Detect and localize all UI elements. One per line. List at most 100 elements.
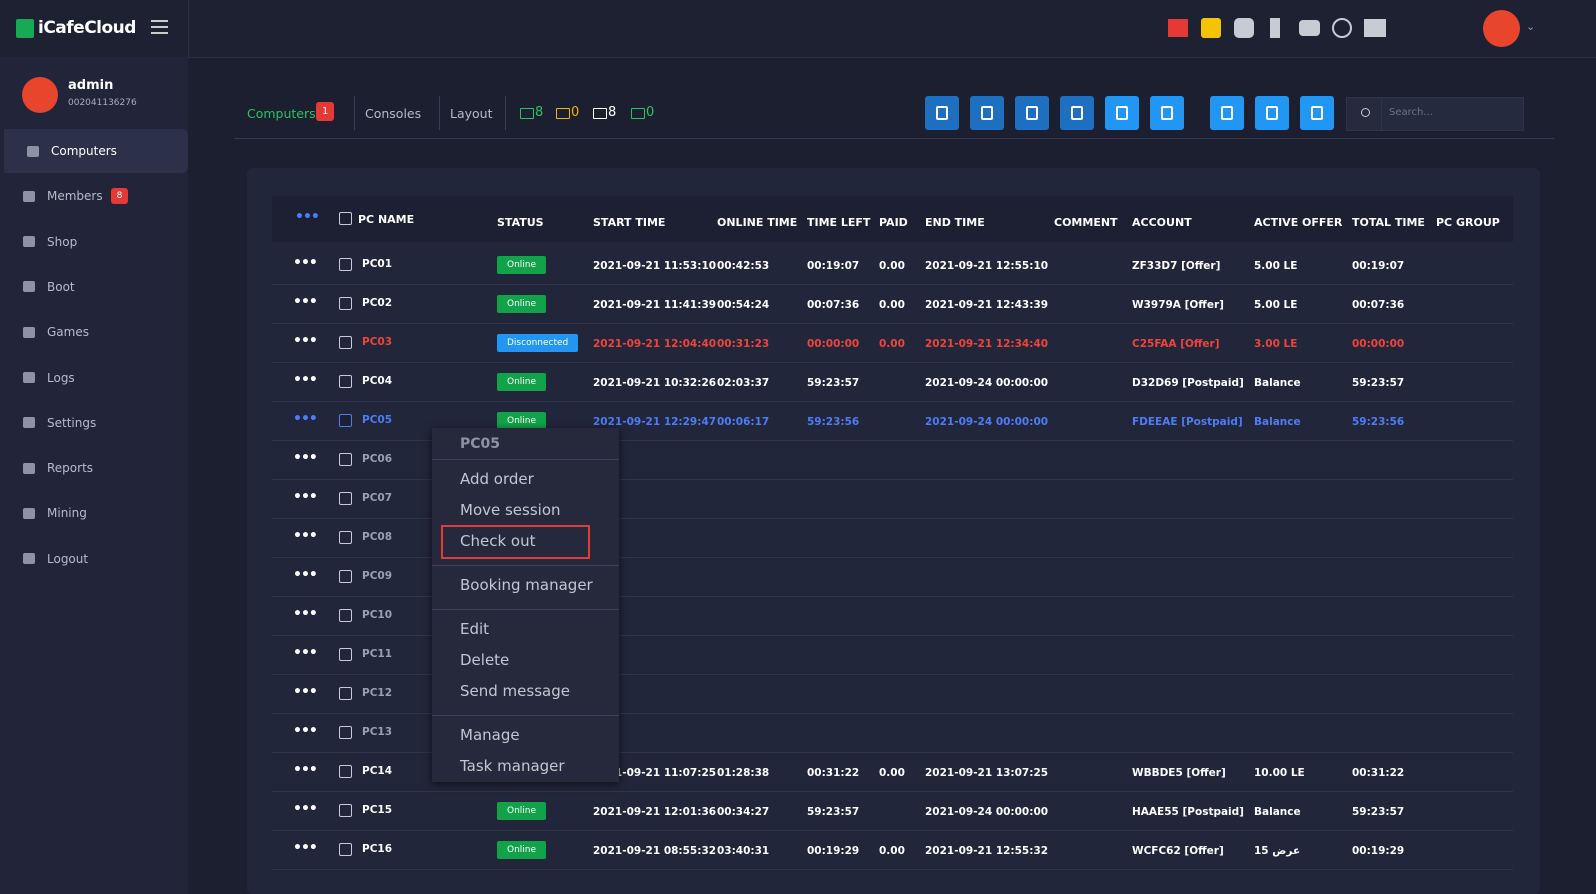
tab[interactable]: Consoles — [365, 106, 422, 121]
rank-icon[interactable] — [1168, 19, 1188, 37]
row-checkbox[interactable] — [339, 258, 352, 271]
row-actions[interactable]: ••• — [293, 411, 318, 427]
pc-name: PC12 — [362, 687, 393, 699]
row-checkbox[interactable] — [339, 804, 352, 817]
row-actions[interactable]: ••• — [293, 645, 318, 661]
menu-item[interactable]: Manage — [460, 726, 520, 744]
toolbar-icon — [1026, 106, 1038, 120]
row-actions[interactable]: ••• — [293, 723, 318, 739]
toolbar-button[interactable] — [1150, 96, 1184, 130]
menu-item[interactable]: Delete — [460, 651, 510, 669]
tab[interactable]: Computers — [247, 106, 316, 121]
dots[interactable]: ••• — [295, 209, 320, 225]
column-header: START TIME — [593, 216, 666, 229]
row-checkbox[interactable] — [339, 609, 352, 622]
sidebar-item[interactable]: Boot — [0, 265, 188, 309]
sidebar-item[interactable]: Games — [0, 310, 188, 354]
avatar[interactable] — [1483, 10, 1520, 47]
row-actions[interactable]: ••• — [293, 840, 318, 856]
menu-item[interactable]: Edit — [460, 620, 490, 638]
sidebar-label: Mining — [47, 506, 87, 521]
cell: 2021-09-21 13:07:25 — [925, 767, 1049, 779]
menu-item[interactable]: Move session — [460, 501, 561, 519]
toolbar-button[interactable] — [970, 96, 1004, 130]
toolbar-button[interactable] — [1060, 96, 1094, 130]
menu-item[interactable]: Task manager — [460, 757, 565, 775]
sidebar-item[interactable]: Logout — [0, 537, 188, 581]
pc-name: PC05 — [362, 414, 393, 426]
cell: WBBDE5 [Offer] — [1132, 767, 1226, 779]
row-actions[interactable]: ••• — [293, 528, 318, 544]
toolbar-button[interactable] — [925, 96, 959, 130]
chevron[interactable]: ⌄ — [1526, 20, 1536, 33]
row-checkbox[interactable] — [339, 453, 352, 466]
row-actions[interactable]: ••• — [293, 372, 318, 388]
cell: 2021-09-21 11:07:25 — [593, 767, 717, 779]
docs-icon[interactable] — [1364, 19, 1386, 37]
row-actions[interactable]: ••• — [293, 606, 318, 622]
cell: 00:31:22 — [807, 767, 860, 779]
row-checkbox[interactable] — [339, 414, 352, 427]
toolbar-button[interactable] — [1210, 96, 1244, 130]
row-checkbox[interactable] — [339, 570, 352, 583]
toolbar-button[interactable] — [1015, 96, 1049, 130]
web-icon[interactable] — [1332, 18, 1352, 38]
row-checkbox[interactable] — [339, 843, 352, 856]
cell: 00:31:22 — [1352, 767, 1405, 779]
sidebar-icon — [23, 372, 35, 383]
search-box[interactable]: Search... — [1346, 97, 1524, 131]
sidebar-item[interactable]: Computers — [4, 129, 188, 173]
cell: 0.00 — [879, 260, 905, 272]
row-checkbox[interactable] — [339, 726, 352, 739]
checkbox[interactable] — [339, 212, 352, 225]
sidebar-item[interactable]: Logs — [0, 356, 188, 400]
discord-icon[interactable] — [1234, 18, 1254, 38]
sidebar-item[interactable]: Mining — [0, 491, 188, 535]
row-actions[interactable]: ••• — [293, 333, 318, 349]
menu-item[interactable]: Send message — [460, 682, 570, 700]
menu-item[interactable]: Add order — [460, 470, 534, 488]
row-actions[interactable]: ••• — [293, 684, 318, 700]
row-checkbox[interactable] — [339, 648, 352, 661]
toolbar-button[interactable] — [1255, 96, 1289, 130]
cell: 00:19:07 — [807, 260, 860, 272]
row-actions[interactable]: ••• — [293, 762, 318, 778]
facebook-icon[interactable] — [1270, 18, 1280, 38]
youtube-icon[interactable] — [1299, 20, 1320, 36]
menu-separator — [432, 459, 619, 460]
trophy-icon[interactable] — [1201, 18, 1221, 38]
row-actions[interactable]: ••• — [293, 801, 318, 817]
row-actions[interactable]: ••• — [293, 567, 318, 583]
sidebar-label: Settings — [47, 415, 97, 430]
status-badge: Online — [497, 841, 547, 859]
pc-name: PC06 — [362, 453, 393, 465]
row-actions[interactable]: ••• — [293, 450, 318, 466]
row-divider — [272, 362, 1513, 363]
row-actions[interactable]: ••• — [293, 255, 318, 271]
sidebar-item[interactable]: Shop — [0, 220, 188, 264]
row-divider — [272, 713, 1513, 714]
cell: WCFC62 [Offer] — [1132, 845, 1224, 857]
tab[interactable]: Layout — [450, 106, 493, 121]
row-checkbox[interactable] — [339, 765, 352, 778]
row-checkbox[interactable] — [339, 531, 352, 544]
sidebar-item[interactable]: Settings — [0, 401, 188, 445]
row-actions[interactable]: ••• — [293, 294, 318, 310]
row-checkbox[interactable] — [339, 375, 352, 388]
menu-title: PC05 — [460, 436, 501, 452]
row-checkbox[interactable] — [339, 687, 352, 700]
sidebar-item[interactable]: Reports — [0, 446, 188, 490]
sidebar-item[interactable]: Members 8 — [0, 174, 188, 218]
toolbar-icon — [1116, 106, 1128, 120]
row-checkbox[interactable] — [339, 297, 352, 310]
row-checkbox[interactable] — [339, 336, 352, 349]
toolbar-button[interactable] — [1300, 96, 1334, 130]
cell: 2021-09-24 00:00:00 — [925, 377, 1049, 389]
toolbar-button[interactable] — [1105, 96, 1139, 130]
menu-item[interactable]: Check out — [460, 532, 536, 550]
row-checkbox[interactable] — [339, 492, 352, 505]
menu-toggle[interactable] — [151, 20, 168, 34]
toolbar-icon — [1311, 106, 1323, 120]
row-actions[interactable]: ••• — [293, 489, 318, 505]
menu-item[interactable]: Booking manager — [460, 576, 593, 594]
